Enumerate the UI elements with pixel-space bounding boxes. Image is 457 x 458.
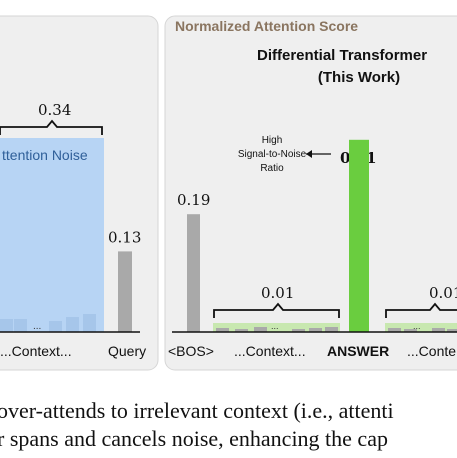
- context-token-bar: [325, 327, 338, 332]
- right-xlabel-context: ...Context...: [234, 343, 306, 359]
- context-token-bar: [83, 314, 96, 332]
- right-context-bars-1: [216, 327, 338, 332]
- context-token-bar: [66, 317, 79, 332]
- left-context-bars: [0, 314, 96, 332]
- attention-noise-region: [0, 138, 104, 332]
- right-xlabel-answer: ANSWER: [327, 343, 389, 359]
- caption: over-attends to irrelevant context (i.e.…: [0, 398, 457, 458]
- context-bracket-2: [385, 302, 457, 318]
- right-xlabel-context-2: ...Conte: [407, 343, 456, 359]
- context-token-bar: [49, 321, 62, 332]
- right-panel: [164, 15, 457, 371]
- annotation-signal-to-noise: Signal-to-Noise: [238, 149, 307, 160]
- attention-noise-label: ttention Noise: [2, 147, 88, 163]
- caption-line-1: over-attends to irrelevant context (i.e.…: [0, 398, 394, 423]
- left-xlabel-context: ...Context...: [0, 343, 72, 359]
- query-value-label: 0.13: [108, 228, 141, 246]
- context-token-bar: [432, 328, 445, 332]
- context-token-bar: [309, 328, 322, 332]
- left-ellipsis: ...: [33, 321, 41, 332]
- annotation-arrow-head: [306, 150, 312, 158]
- right-context-bars-2: [388, 328, 457, 332]
- context-value-1: 0.01: [261, 284, 294, 302]
- context-bracket-1: [213, 302, 340, 318]
- bos-bar: [187, 214, 200, 332]
- context-region-1-fill: [213, 323, 340, 332]
- context-token-bar: [388, 328, 401, 332]
- panel-header: Normalized Attention Score: [175, 18, 358, 34]
- context-region-2-fill: [385, 323, 457, 332]
- answer-bar: [349, 139, 369, 332]
- context-token-bar: [447, 329, 457, 332]
- context-value-2: 0.01: [429, 284, 457, 302]
- context-token-bar: [254, 327, 267, 332]
- right-xlabel-bos: <BOS>: [168, 343, 214, 359]
- annotation-ratio: Ratio: [260, 163, 284, 174]
- chart-title-line2: (This Work): [318, 69, 400, 86]
- left-bracket: [0, 119, 103, 135]
- context-token-bar: [0, 319, 13, 332]
- attention-figure: ttention Noise 0.34 0.13 ... ...Context.…: [0, 15, 457, 371]
- bos-value-label: 0.19: [177, 191, 210, 209]
- context-token-bar: [292, 329, 305, 332]
- left-bracket-value: 0.34: [38, 101, 71, 119]
- right-ellipsis-2: ...: [413, 321, 421, 331]
- context-token-bar: [14, 319, 27, 332]
- context-token-bar: [404, 329, 417, 332]
- annotation-high: High: [262, 135, 283, 146]
- query-bar: [118, 251, 132, 332]
- right-ellipsis-1: ...: [271, 321, 279, 331]
- context-token-bar: [235, 329, 248, 332]
- context-token-bar: [216, 328, 229, 332]
- caption-line-2: r spans and cancels noise, enhancing the…: [0, 426, 388, 451]
- left-xlabel-query: Query: [108, 343, 146, 359]
- chart-title-line1: Differential Transformer: [257, 47, 427, 64]
